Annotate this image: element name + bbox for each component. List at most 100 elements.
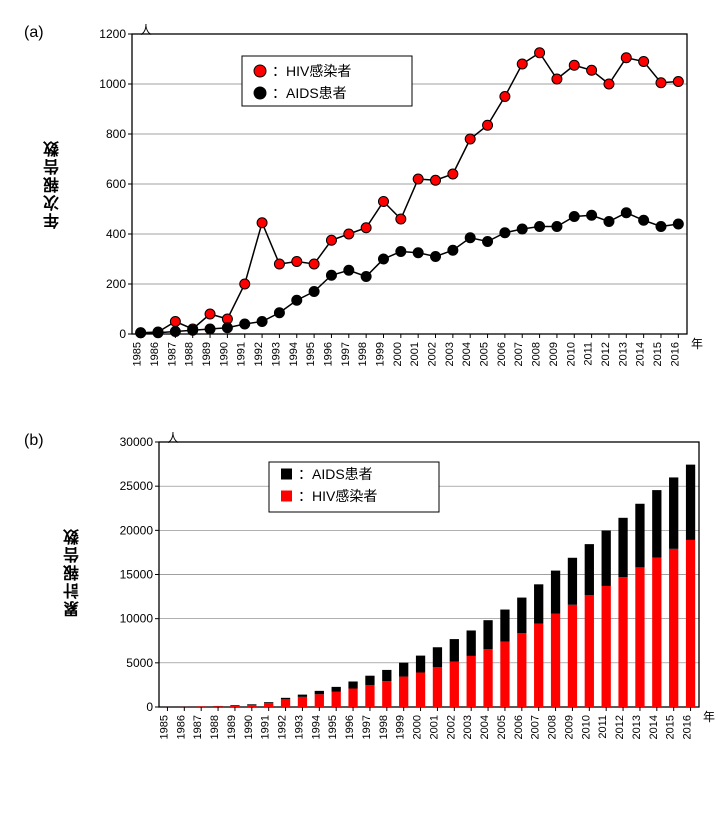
xtick-label: 2001 bbox=[409, 342, 421, 366]
xtick-label: 1990 bbox=[218, 342, 230, 366]
bar bbox=[483, 620, 492, 649]
legend-swatch bbox=[254, 65, 266, 77]
series-marker bbox=[517, 224, 527, 234]
ytick-label: 25000 bbox=[120, 479, 154, 493]
xtick-label: 2006 bbox=[496, 342, 508, 366]
bar bbox=[669, 549, 678, 707]
series-marker bbox=[378, 254, 388, 264]
ytick-label: 15000 bbox=[120, 568, 154, 582]
series-line bbox=[141, 213, 679, 333]
xtick-label: 2011 bbox=[583, 342, 595, 366]
xtick-label: 2005 bbox=[496, 715, 508, 739]
ytick-label: 800 bbox=[106, 127, 126, 141]
series-marker bbox=[639, 57, 649, 67]
bar bbox=[467, 630, 476, 655]
bar bbox=[534, 584, 543, 623]
xtick-label: 2002 bbox=[445, 715, 457, 739]
series-marker bbox=[378, 197, 388, 207]
bar bbox=[247, 705, 256, 707]
legend-label: ：AIDS患者 bbox=[298, 466, 373, 482]
xtick-label: 1993 bbox=[293, 715, 305, 739]
bar bbox=[230, 706, 239, 707]
xtick-label: 1997 bbox=[340, 342, 352, 366]
xtick-label: 1994 bbox=[288, 342, 300, 366]
x-unit: 年 bbox=[691, 337, 703, 351]
panel-a-label: (a) bbox=[24, 24, 44, 42]
series-marker bbox=[257, 218, 267, 228]
chart-a: 020040060080010001200人198519861987198819… bbox=[64, 24, 707, 392]
xtick-label: 1986 bbox=[175, 715, 187, 739]
xtick-label: 2007 bbox=[530, 715, 542, 739]
bar bbox=[365, 685, 374, 707]
bar bbox=[635, 567, 644, 707]
series-marker bbox=[673, 219, 683, 229]
xtick-label: 2015 bbox=[665, 715, 677, 739]
xtick-label: 2003 bbox=[444, 342, 456, 366]
series-marker bbox=[621, 208, 631, 218]
series-marker bbox=[604, 79, 614, 89]
series-marker bbox=[222, 323, 232, 333]
series-marker bbox=[500, 228, 510, 238]
series-marker bbox=[448, 169, 458, 179]
series-marker bbox=[361, 223, 371, 233]
chart-b-wrap: 累計報告数 050001000015000200002500030000人198… bbox=[64, 432, 694, 765]
series-marker bbox=[205, 324, 215, 334]
series-marker bbox=[500, 92, 510, 102]
xtick-label: 2016 bbox=[669, 342, 681, 366]
bar bbox=[332, 692, 341, 707]
xtick-label: 1996 bbox=[322, 342, 334, 366]
series-marker bbox=[552, 222, 562, 232]
xtick-label: 2007 bbox=[513, 342, 525, 366]
ytick-label: 30000 bbox=[120, 435, 154, 449]
series-marker bbox=[344, 229, 354, 239]
bar bbox=[264, 703, 273, 707]
xtick-label: 1986 bbox=[149, 342, 161, 366]
series-marker bbox=[361, 272, 371, 282]
legend-swatch bbox=[281, 491, 292, 502]
bar bbox=[602, 531, 611, 586]
xtick-label: 1994 bbox=[310, 715, 322, 739]
bar bbox=[298, 695, 307, 697]
bar bbox=[247, 704, 256, 705]
ytick-label: 400 bbox=[106, 227, 126, 241]
bar bbox=[315, 694, 324, 707]
series-marker bbox=[431, 175, 441, 185]
series-marker bbox=[170, 327, 180, 337]
bar bbox=[399, 663, 408, 677]
bar bbox=[652, 490, 661, 558]
series-marker bbox=[517, 59, 527, 69]
series-marker bbox=[136, 328, 146, 338]
series-marker bbox=[274, 259, 284, 269]
xtick-label: 2008 bbox=[531, 342, 543, 366]
xtick-label: 2012 bbox=[600, 342, 612, 366]
xtick-label: 1985 bbox=[158, 715, 170, 739]
xtick-label: 2014 bbox=[635, 342, 647, 366]
series-marker bbox=[673, 77, 683, 87]
bar bbox=[264, 702, 273, 703]
ytick-label: 200 bbox=[106, 277, 126, 291]
bar bbox=[399, 677, 408, 707]
bar bbox=[652, 558, 661, 707]
series-marker bbox=[413, 248, 423, 258]
xtick-label: 1989 bbox=[226, 715, 238, 739]
bar bbox=[348, 689, 357, 707]
bar bbox=[197, 706, 206, 707]
xtick-label: 2013 bbox=[631, 715, 643, 739]
bar bbox=[585, 544, 594, 595]
bar bbox=[500, 610, 509, 642]
legend-swatch bbox=[281, 469, 292, 480]
ytick-label: 5000 bbox=[126, 656, 153, 670]
ytick-label: 1000 bbox=[99, 77, 126, 91]
bar bbox=[686, 540, 695, 707]
bar bbox=[433, 647, 442, 667]
bar bbox=[500, 642, 509, 707]
series-marker bbox=[569, 212, 579, 222]
bar bbox=[281, 699, 290, 707]
series-marker bbox=[552, 74, 562, 84]
bar bbox=[298, 697, 307, 707]
xtick-label: 1992 bbox=[253, 342, 265, 366]
xtick-label: 2009 bbox=[548, 342, 560, 366]
series-marker bbox=[240, 279, 250, 289]
chart-b: 050001000015000200002500030000人198519861… bbox=[64, 432, 718, 765]
bar bbox=[551, 571, 560, 614]
